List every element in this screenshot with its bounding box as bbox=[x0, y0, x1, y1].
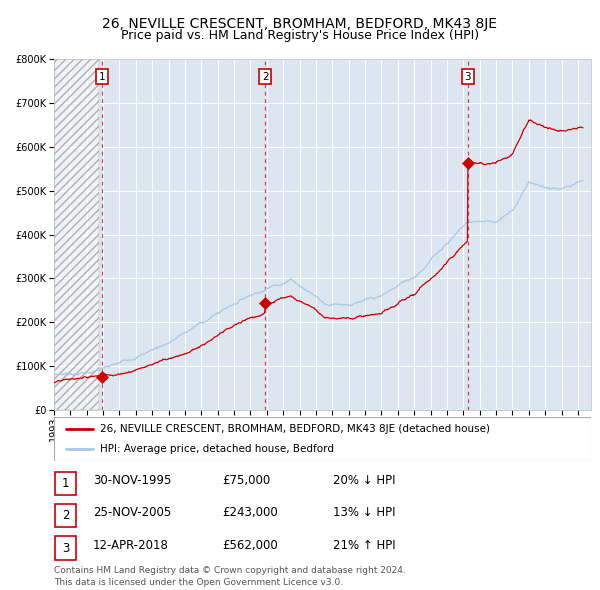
Bar bbox=[54, 59, 99, 410]
Text: HPI: Average price, detached house, Bedford: HPI: Average price, detached house, Bedf… bbox=[100, 444, 334, 454]
Text: 13% ↓ HPI: 13% ↓ HPI bbox=[333, 506, 395, 519]
Text: £75,000: £75,000 bbox=[222, 474, 270, 487]
Text: 12-APR-2018: 12-APR-2018 bbox=[93, 539, 169, 552]
Text: 3: 3 bbox=[464, 71, 471, 81]
Text: 25-NOV-2005: 25-NOV-2005 bbox=[93, 506, 171, 519]
Text: Price paid vs. HM Land Registry's House Price Index (HPI): Price paid vs. HM Land Registry's House … bbox=[121, 30, 479, 42]
Text: 20% ↓ HPI: 20% ↓ HPI bbox=[333, 474, 395, 487]
Text: 21% ↑ HPI: 21% ↑ HPI bbox=[333, 539, 395, 552]
Text: £243,000: £243,000 bbox=[222, 506, 278, 519]
Text: Contains HM Land Registry data © Crown copyright and database right 2024.
This d: Contains HM Land Registry data © Crown c… bbox=[54, 566, 406, 587]
Text: £562,000: £562,000 bbox=[222, 539, 278, 552]
Text: 26, NEVILLE CRESCENT, BROMHAM, BEDFORD, MK43 8JE: 26, NEVILLE CRESCENT, BROMHAM, BEDFORD, … bbox=[103, 17, 497, 31]
Text: 26, NEVILLE CRESCENT, BROMHAM, BEDFORD, MK43 8JE (detached house): 26, NEVILLE CRESCENT, BROMHAM, BEDFORD, … bbox=[100, 424, 490, 434]
Text: 2: 2 bbox=[262, 71, 269, 81]
Text: 1: 1 bbox=[98, 71, 105, 81]
Text: 2: 2 bbox=[62, 509, 69, 522]
Text: 3: 3 bbox=[62, 542, 69, 555]
Text: 1: 1 bbox=[62, 477, 69, 490]
Bar bbox=[54, 59, 99, 410]
Text: 30-NOV-1995: 30-NOV-1995 bbox=[93, 474, 172, 487]
